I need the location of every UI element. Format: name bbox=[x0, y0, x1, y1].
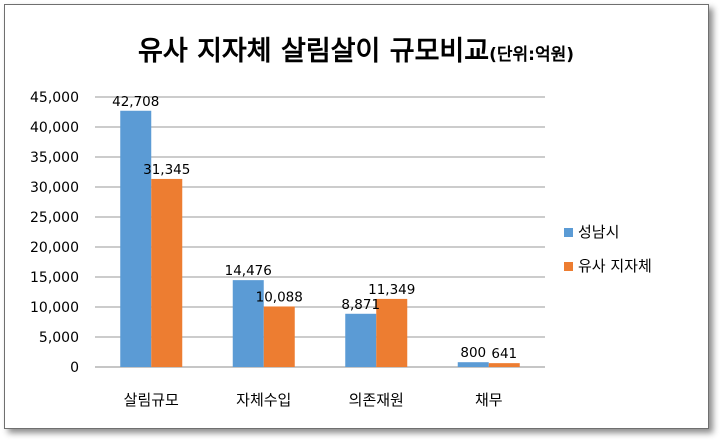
chart-title-group: 유사 지자체 살림살이 규모비교(단위:억원) bbox=[138, 36, 574, 67]
legend-swatch bbox=[564, 262, 573, 271]
data-label: 11,349 bbox=[368, 282, 415, 298]
legend-label: 유사 지자체 bbox=[578, 257, 652, 275]
y-tick-label: 30,000 bbox=[30, 180, 79, 196]
y-tick-label: 20,000 bbox=[30, 240, 79, 256]
legend-swatch bbox=[564, 228, 573, 237]
bar-series1 bbox=[457, 362, 489, 367]
data-label: 14,476 bbox=[225, 263, 272, 279]
y-tick-label: 15,000 bbox=[30, 270, 79, 286]
y-tick-label: 5,000 bbox=[39, 330, 79, 346]
data-label: 31,345 bbox=[143, 162, 190, 178]
y-tick-label: 0 bbox=[70, 360, 79, 376]
bars bbox=[120, 110, 520, 367]
data-label: 641 bbox=[491, 346, 517, 362]
chart-title: 유사 지자체 살림살이 규모비교 bbox=[138, 36, 489, 67]
data-label: 8,871 bbox=[341, 297, 380, 313]
category-label: 채무 bbox=[475, 391, 503, 409]
bar-series2 bbox=[376, 298, 408, 367]
y-tick-label: 25,000 bbox=[30, 210, 79, 226]
bar-series2 bbox=[263, 306, 295, 367]
chart-frame: 유사 지자체 살림살이 규모비교(단위:억원) 0 5,000 10,000 15,0… bbox=[4, 4, 709, 429]
y-tick-label: 10,000 bbox=[30, 300, 79, 316]
y-tick-label: 45,000 bbox=[30, 90, 79, 106]
y-axis-ticks: 0 5,000 10,000 15,000 20,000 25,000 30,000 35,0… bbox=[30, 90, 79, 376]
x-axis-categories: 살림규모 자체수입 의존재원 채무 bbox=[124, 391, 503, 409]
bar-chart: 유사 지자체 살림살이 규모비교(단위:억원) 0 5,000 10,000 15,0… bbox=[30, 36, 652, 409]
data-label: 800 bbox=[460, 345, 486, 361]
category-label: 의존재원 bbox=[349, 391, 404, 409]
category-label: 자체수입 bbox=[236, 391, 291, 409]
bar-series1 bbox=[120, 110, 152, 367]
legend-label: 성남시 bbox=[578, 223, 619, 241]
bar-series2 bbox=[488, 363, 520, 367]
y-tick-label: 40,000 bbox=[30, 120, 79, 136]
data-label: 42,708 bbox=[112, 94, 159, 110]
category-label: 살림규모 bbox=[124, 391, 179, 409]
bar-series1 bbox=[232, 280, 264, 367]
y-tick-label: 35,000 bbox=[30, 150, 79, 166]
chart-subtitle: (단위:억원) bbox=[489, 45, 574, 65]
bar-series1 bbox=[345, 313, 377, 367]
bar-series2 bbox=[151, 178, 183, 367]
data-label: 10,088 bbox=[256, 289, 303, 305]
